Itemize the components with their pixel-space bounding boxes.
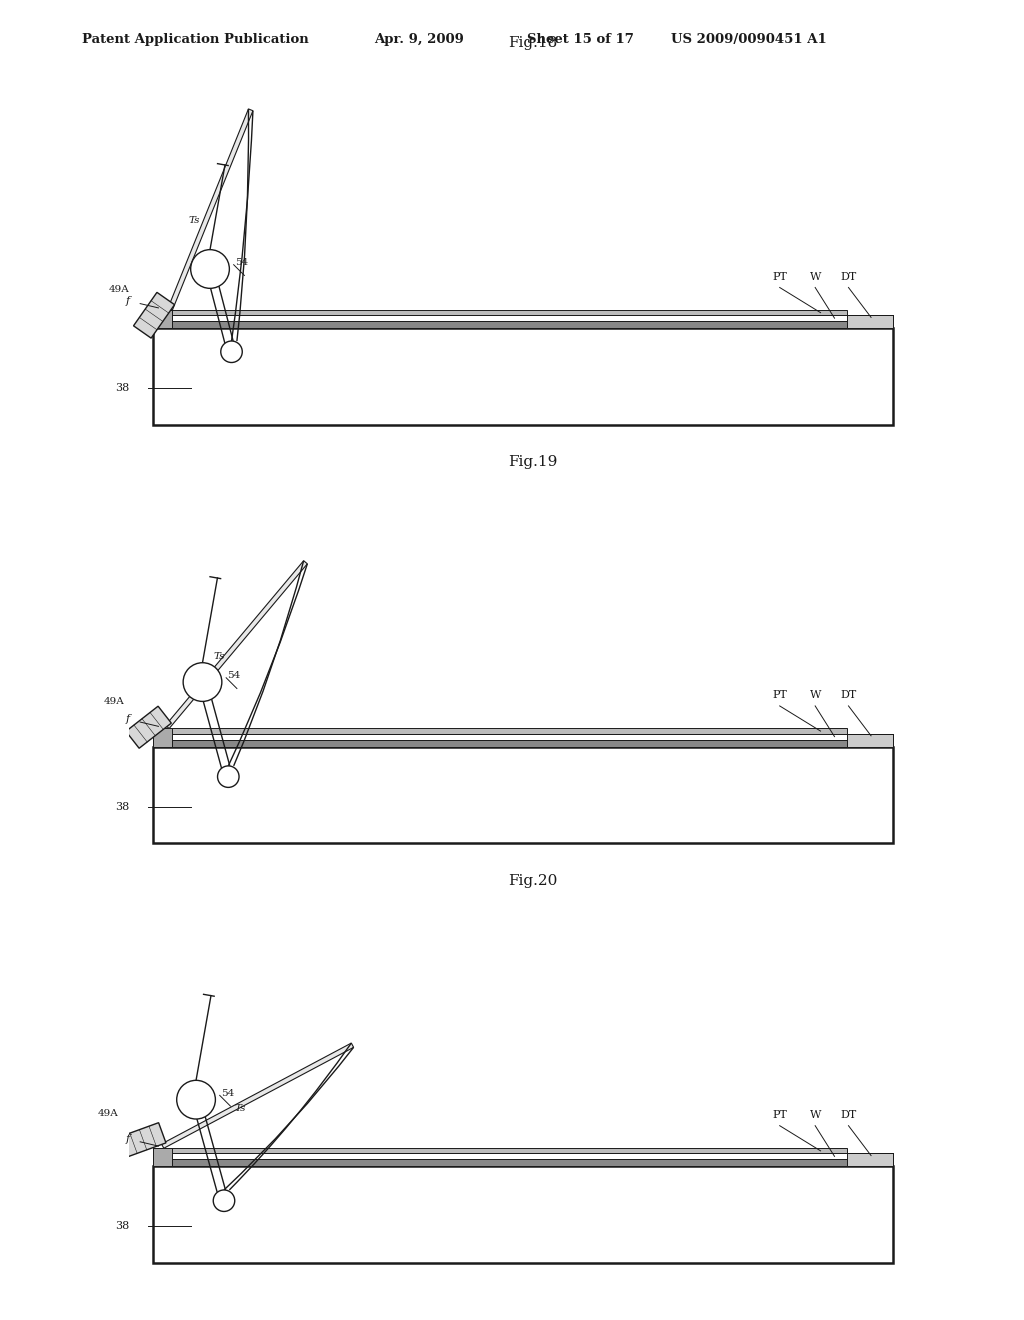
Bar [153, 1159, 893, 1167]
Text: W: W [810, 1110, 821, 1121]
Text: DT: DT [841, 1110, 857, 1121]
Polygon shape [133, 292, 174, 338]
Circle shape [217, 766, 239, 788]
Bar [153, 1148, 848, 1154]
Text: Fig.19: Fig.19 [508, 454, 557, 469]
Text: Fig.20: Fig.20 [508, 874, 557, 888]
Bar [848, 734, 893, 747]
Text: Apr. 9, 2009: Apr. 9, 2009 [374, 33, 464, 46]
Bar [848, 1154, 893, 1167]
Text: DT: DT [841, 272, 857, 282]
Text: PT: PT [772, 1110, 787, 1121]
Bar [153, 329, 893, 425]
Polygon shape [162, 1043, 353, 1148]
Bar [153, 1148, 172, 1167]
Text: Ts: Ts [188, 216, 200, 226]
Text: 54: 54 [227, 671, 241, 680]
Text: US 2009/0090451 A1: US 2009/0090451 A1 [671, 33, 826, 46]
Text: 49A: 49A [98, 1109, 119, 1118]
Text: W: W [810, 272, 821, 282]
Text: 49A: 49A [103, 697, 124, 706]
Bar [153, 747, 893, 843]
Text: f: f [125, 1134, 129, 1144]
Polygon shape [168, 110, 253, 310]
Circle shape [213, 1189, 234, 1212]
Text: PT: PT [772, 272, 787, 282]
Text: Ts: Ts [214, 652, 225, 661]
Text: f: f [125, 714, 129, 725]
Bar [153, 321, 893, 329]
Text: DT: DT [841, 690, 857, 701]
Text: Fig.18: Fig.18 [508, 36, 557, 50]
Text: 38: 38 [115, 801, 129, 812]
Circle shape [183, 663, 222, 701]
Bar [153, 310, 172, 329]
Bar [153, 729, 848, 734]
Bar [153, 1154, 893, 1159]
Bar [848, 315, 893, 329]
Text: f: f [125, 296, 129, 306]
Circle shape [177, 1080, 215, 1119]
Text: PT: PT [772, 690, 787, 701]
Circle shape [190, 249, 229, 288]
Bar [153, 310, 848, 315]
Bar [153, 1167, 893, 1263]
Text: 38: 38 [115, 383, 129, 393]
Text: Sheet 15 of 17: Sheet 15 of 17 [527, 33, 634, 46]
Polygon shape [120, 1123, 166, 1156]
Polygon shape [166, 561, 307, 729]
Text: Patent Application Publication: Patent Application Publication [82, 33, 308, 46]
Text: 54: 54 [221, 1089, 234, 1098]
Bar [153, 315, 893, 321]
Text: 54: 54 [234, 257, 248, 267]
Bar [153, 729, 172, 747]
Text: W: W [810, 690, 821, 701]
Text: 49A: 49A [109, 285, 130, 293]
Bar [153, 734, 893, 739]
Text: Ts: Ts [234, 1104, 246, 1113]
Circle shape [221, 341, 243, 363]
Text: 38: 38 [115, 1221, 129, 1232]
Polygon shape [126, 706, 171, 748]
Bar [153, 739, 893, 747]
